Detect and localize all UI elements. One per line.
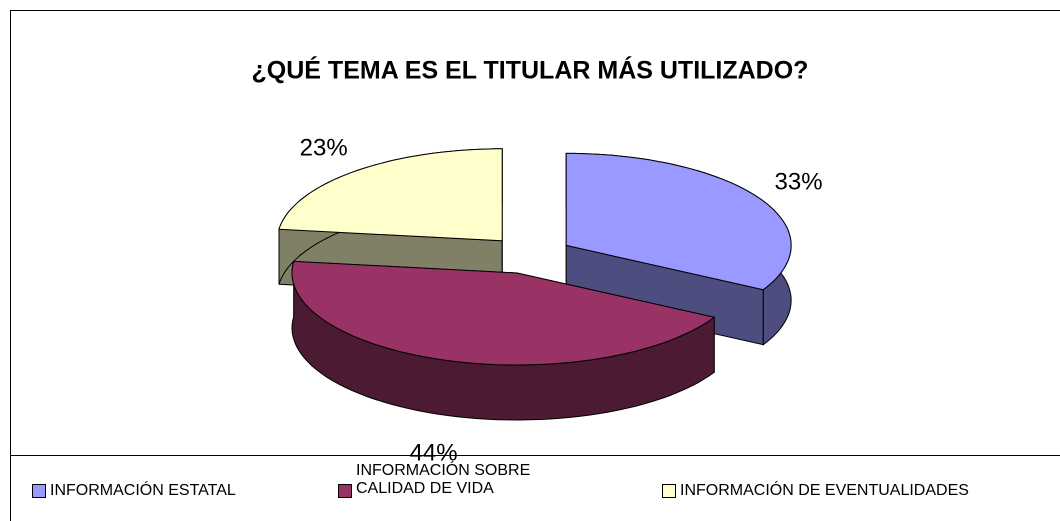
- chart-frame: [10, 10, 1060, 521]
- pie: [278, 148, 792, 421]
- legend-swatch: [32, 484, 46, 498]
- slice: [291, 260, 716, 421]
- legend-label: INFORMACIÓN SOBRE CALIDAD DE VIDA: [356, 462, 531, 497]
- slice: [278, 148, 503, 242]
- data-label: 23%: [300, 135, 348, 162]
- slice: [565, 152, 792, 291]
- slice: [291, 260, 716, 366]
- legend-swatch: [662, 484, 676, 498]
- legend-swatch: [338, 484, 352, 498]
- legend-label: INFORMACIÓN DE EVENTUALIDADES: [680, 482, 969, 499]
- slice: [565, 152, 792, 346]
- data-label: 44%: [410, 439, 458, 466]
- legend-label: INFORMACIÓN ESTATAL: [50, 482, 236, 499]
- chart-title: ¿QUÉ TEMA ES EL TITULAR MÁS UTILIZADO?: [252, 56, 809, 85]
- data-label: 33%: [775, 169, 823, 196]
